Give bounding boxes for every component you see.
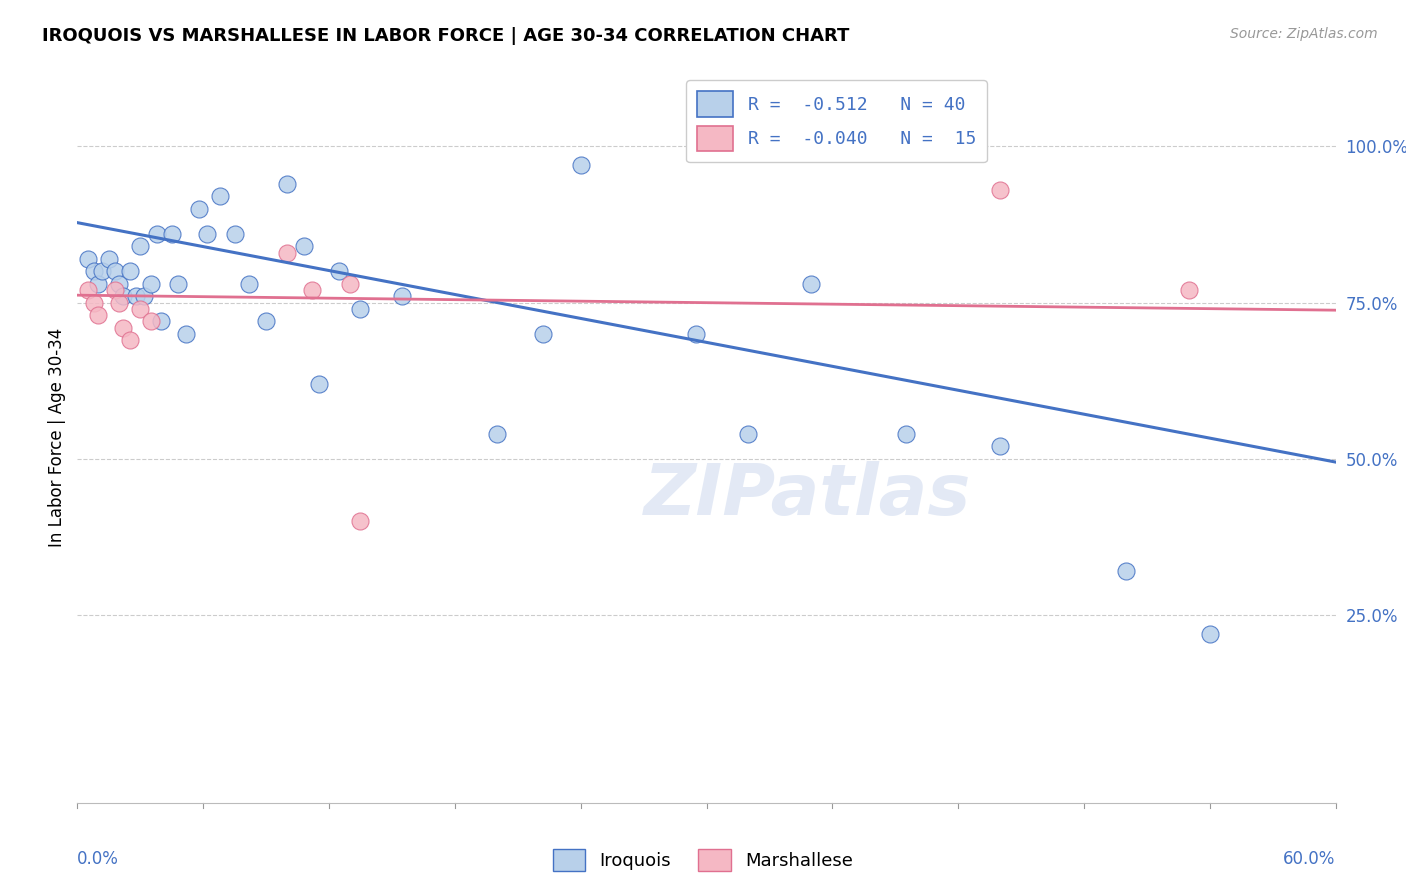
Y-axis label: In Labor Force | Age 30-34: In Labor Force | Age 30-34 [48,327,66,547]
Point [238,277,260,291]
Point [160,227,183,241]
Text: IROQUOIS VS MARSHALLESE IN LABOR FORCE | AGE 30-34 CORRELATION CHART: IROQUOIS VS MARSHALLESE IN LABOR FORCE |… [42,27,849,45]
Point [134,289,156,303]
Point [737,426,759,441]
Point [108,295,131,310]
Point [349,515,371,529]
Point [301,283,323,297]
Point [108,277,131,291]
Point [83,264,105,278]
Point [97,252,120,266]
Point [328,264,350,278]
Point [308,376,330,391]
Point [276,177,298,191]
Point [349,301,371,316]
Point [988,183,1011,197]
Legend: R =  -0.512   N = 40, R =  -0.040   N =  15: R = -0.512 N = 40, R = -0.040 N = 15 [686,80,987,162]
Point [112,320,135,334]
Point [118,264,141,278]
Point [76,283,98,297]
Point [188,202,211,216]
Point [87,308,110,322]
Text: 60.0%: 60.0% [1284,850,1336,868]
Point [276,245,298,260]
Point [176,326,198,341]
Point [224,227,246,241]
Point [485,426,508,441]
Point [208,189,231,203]
Point [83,295,105,310]
Point [167,277,190,291]
Point [254,314,277,328]
Point [894,426,917,441]
Point [150,314,173,328]
Point [87,277,110,291]
Point [139,314,162,328]
Point [91,264,114,278]
Point [118,333,141,347]
Point [339,277,361,291]
Point [685,326,707,341]
Text: Source: ZipAtlas.com: Source: ZipAtlas.com [1230,27,1378,41]
Point [125,289,148,303]
Point [1199,627,1222,641]
Point [129,239,152,253]
Point [800,277,823,291]
Point [104,264,127,278]
Point [139,277,162,291]
Point [112,289,135,303]
Point [531,326,554,341]
Point [1115,565,1137,579]
Point [104,283,127,297]
Point [292,239,315,253]
Legend: Iroquois, Marshallese: Iroquois, Marshallese [546,842,860,879]
Point [569,158,592,172]
Point [76,252,98,266]
Point [988,440,1011,454]
Point [1178,283,1201,297]
Point [391,289,413,303]
Point [129,301,152,316]
Point [195,227,218,241]
Point [146,227,169,241]
Text: 0.0%: 0.0% [77,850,120,868]
Text: ZIPatlas: ZIPatlas [644,461,972,530]
